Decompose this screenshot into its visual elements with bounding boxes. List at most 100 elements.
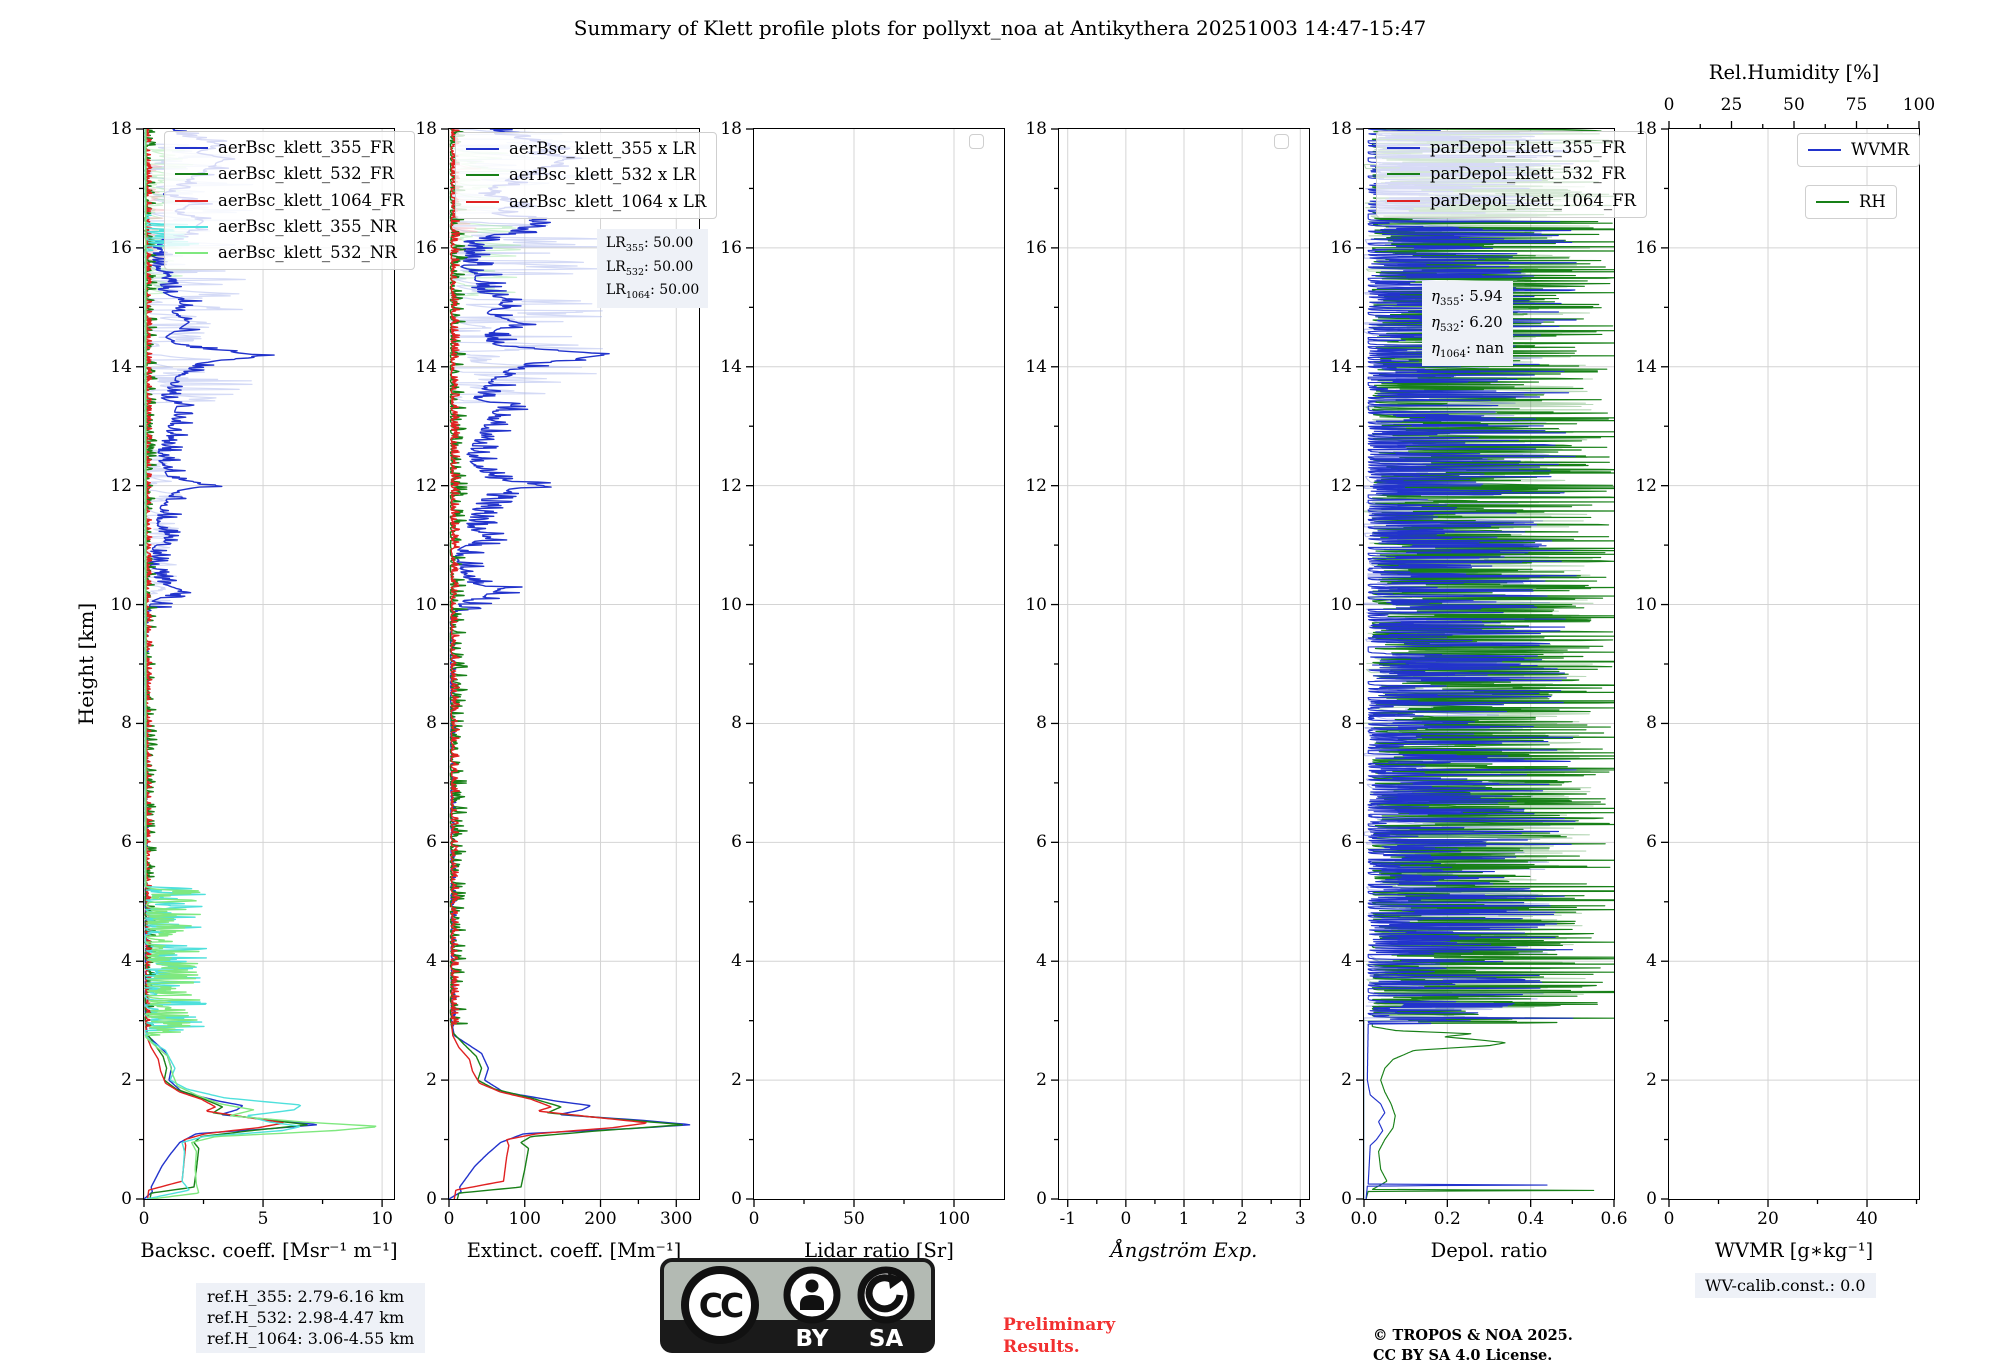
depol-y-tick-label: 6 <box>1341 832 1352 853</box>
legend-line-sample <box>466 148 499 151</box>
legend-label: parDepol_klett_532_FR <box>1430 164 1626 184</box>
legend-line-sample <box>466 174 499 177</box>
extinction-legend-0: aerBsc_klett_355 x LR aerBsc_klett_532 x … <box>455 132 718 219</box>
wvmr-top-tick-label: 25 <box>1720 95 1743 115</box>
wvmr-top-tick-label: 75 <box>1845 95 1868 115</box>
legend-line-sample <box>175 147 208 150</box>
lidar_ratio-y-tick-label: 12 <box>720 475 742 496</box>
preliminary-results-note: Preliminary Results. <box>1003 1314 1115 1358</box>
reference-height-box: ref.H_355: 2.79-6.16 km ref.H_532: 2.98-… <box>196 1283 426 1354</box>
annotation-symbol: η <box>1431 338 1440 357</box>
wvmr-y-tick-label: 14 <box>1635 356 1657 377</box>
wvmr-y-tick-label: 12 <box>1635 475 1657 496</box>
legend-line-sample <box>1387 199 1420 202</box>
angstrom-y-tick-label: 18 <box>1025 119 1047 139</box>
depol-y-tick-label: 14 <box>1330 356 1352 377</box>
depol-x-tick-label: 0.2 <box>1433 1209 1461 1229</box>
legend-line-sample <box>1816 201 1849 204</box>
legend-item-aerBsc_klett_1064 x LR: aerBsc_klett_1064 x LR <box>466 191 706 213</box>
annotation-value: : 50.00 <box>644 235 694 251</box>
annotation-subscript: 355 <box>1440 297 1460 308</box>
series-overlay_lavender <box>144 129 254 1199</box>
plot-lidar_ratio: 0 50 100 0 2 4 6 8 10 12 14 16 18 Lidar ratio [Sr] <box>720 119 1005 1262</box>
annotation-symbol: LR <box>606 258 626 275</box>
plot-wvmr: 0 25 50 75 100 Rel.Humidity [%] 0 20 40 0 2 4 6 8 10 12… <box>1635 61 1935 1262</box>
cc-by-sa-badge-graphic: CC BY SA <box>660 1258 935 1353</box>
wvmr-y-tick-label: 2 <box>1646 1070 1657 1091</box>
angstrom-x-tick-label: 3 <box>1294 1209 1306 1229</box>
angstrom-y-tick-label: 4 <box>1036 951 1047 972</box>
figure-title: Summary of Klett profile plots for polly… <box>573 16 1427 40</box>
annotation-value: : 50.00 <box>644 258 694 275</box>
lidar_ratio-y-tick-label: 0 <box>731 1189 742 1209</box>
depol-annotation-line: η355: 5.94 <box>1431 285 1504 311</box>
series-parDepol_klett_355_FR <box>1365 129 1577 1199</box>
depol-x-tick-label: 0.6 <box>1600 1209 1628 1229</box>
preliminary-line-2: Results. <box>1003 1337 1080 1358</box>
lidar_ratio-x-tick-label: 100 <box>937 1209 971 1229</box>
legend-item-parDepol_klett_355_FR: parDepol_klett_355_FR <box>1387 137 1636 159</box>
wvmr-top-tick-label: 0 <box>1663 95 1675 115</box>
legend-label: aerBsc_klett_532 x LR <box>509 165 696 185</box>
extinction-x-tick-label: 200 <box>584 1209 617 1229</box>
legend-line-sample <box>1387 173 1420 176</box>
legend-label: aerBsc_klett_355 x LR <box>509 139 696 158</box>
annotation-subscript: 532 <box>1440 322 1460 334</box>
copyright-note: © TROPOS & NOA 2025. CC BY SA 4.0 Licens… <box>1373 1326 1573 1360</box>
backscatter-y-tick-label: 0 <box>121 1189 132 1209</box>
lidar_ratio-y-tick-label: 6 <box>731 832 742 853</box>
extinction-y-tick-label: 4 <box>426 951 437 972</box>
wvmr-y-tick-label: 18 <box>1635 119 1657 139</box>
legend-line-sample <box>1808 149 1841 152</box>
angstrom-y-tick-label: 10 <box>1025 594 1047 615</box>
legend-item-aerBsc_klett_355_FR: aerBsc_klett_355_FR <box>175 137 404 159</box>
angstrom-legend-0 <box>1274 134 1289 149</box>
legend-label: aerBsc_klett_532_NR <box>218 243 397 263</box>
legend-item-aerBsc_klett_355 x LR: aerBsc_klett_355 x LR <box>466 138 706 160</box>
annotation-symbol: η <box>1431 312 1440 331</box>
backscatter-y-tick-label: 16 <box>110 237 132 258</box>
extinction-annotation-line: LR355: 50.00 <box>606 233 699 257</box>
legend-line-sample <box>175 173 208 176</box>
wvmr-y-tick-label: 10 <box>1635 594 1657 615</box>
legend-line-sample <box>175 199 208 202</box>
copyright-line-2: CC BY SA 4.0 License. <box>1373 1346 1553 1360</box>
wvmr-y-tick-label: 0 <box>1646 1189 1657 1209</box>
legend-label: WVMR <box>1851 140 1910 159</box>
ref-h-532: ref.H_532: 2.98-4.47 km <box>207 1307 405 1327</box>
legend-item-aerBsc_klett_532_FR: aerBsc_klett_532_FR <box>175 163 404 185</box>
annotation-value: : 5.94 <box>1459 287 1503 305</box>
angstrom-y-tick-label: 8 <box>1036 713 1047 734</box>
lidar_ratio-x-tick-label: 50 <box>843 1209 865 1229</box>
wvmr-x-tick-label: 0 <box>1663 1209 1675 1229</box>
annotation-symbol: η <box>1431 287 1440 305</box>
backscatter-x-tick-label: 5 <box>257 1209 269 1229</box>
plot-depol: 0.0 0.2 0.4 0.6 0 2 4 6 8 10 12 14 16 18 Depol. ratio p… <box>1330 119 1647 1262</box>
plot-extinction: 0 100 200 300 0 2 4 6 8 10 12 14 16 18 Extinct. coeff.… <box>415 119 718 1262</box>
backscatter-y-tick-label: 10 <box>110 594 132 615</box>
backscatter-x-tick-label: 0 <box>138 1209 150 1229</box>
depol-annotation-box-0: η355: 5.94 η532: 6.20 η1064: nan <box>1422 281 1514 367</box>
legend-label: RH <box>1859 192 1886 211</box>
extinction-y-tick-label: 14 <box>415 356 437 377</box>
legend-label: aerBsc_klett_532_FR <box>218 164 394 184</box>
lidar_ratio-y-tick-label: 18 <box>720 119 742 139</box>
wvmr-legend-0: WVMR <box>1797 133 1921 168</box>
wv-calibration-box: WV-calib.const.: 0.0 <box>1695 1273 1876 1298</box>
depol-y-tick-label: 8 <box>1341 713 1352 734</box>
depol-annotation-line: η1064: nan <box>1431 337 1504 363</box>
angstrom-y-tick-label: 12 <box>1025 475 1047 496</box>
legend-label: aerBsc_klett_1064_FR <box>218 190 405 210</box>
legend-label: parDepol_klett_355_FR <box>1430 138 1626 157</box>
wvmr-top-tick-label: 100 <box>1902 95 1936 115</box>
angstrom-y-tick-label: 0 <box>1036 1189 1047 1209</box>
legend-item-aerBsc_klett_355_NR: aerBsc_klett_355_NR <box>175 216 404 238</box>
series-overlay_lavender <box>449 129 605 1199</box>
depol-x-tick-label: 0.0 <box>1350 1209 1378 1229</box>
depol-x-axis-label: Depol. ratio <box>1430 1239 1548 1262</box>
extinction-y-tick-label: 10 <box>415 594 437 615</box>
lidar_ratio-y-tick-label: 4 <box>731 951 742 972</box>
lidar_ratio-y-tick-label: 16 <box>720 237 742 258</box>
extinction-y-tick-label: 18 <box>415 119 437 139</box>
backscatter-y-tick-label: 14 <box>110 356 132 377</box>
